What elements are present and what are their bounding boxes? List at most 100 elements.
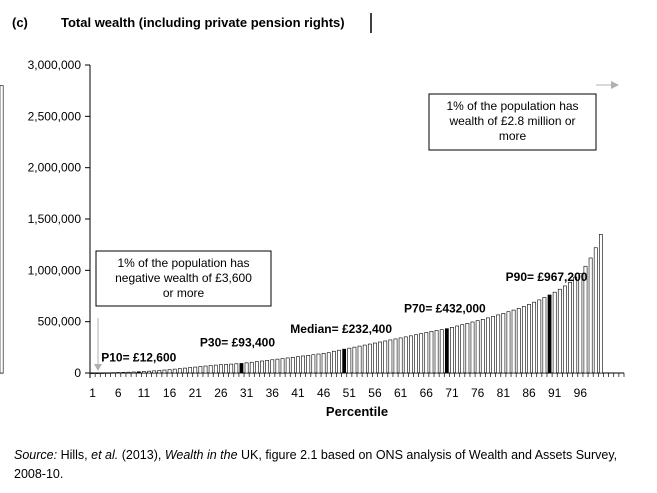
x-tick-label: 96 bbox=[574, 386, 588, 400]
bar-p37 bbox=[275, 358, 280, 374]
bar-p54 bbox=[362, 344, 367, 374]
bar-p96 bbox=[578, 273, 583, 374]
callout-text: negative wealth of £3,600 bbox=[115, 271, 252, 285]
bar-p23 bbox=[203, 365, 208, 374]
bar-p1 bbox=[90, 372, 95, 374]
bar-p75 bbox=[470, 321, 475, 374]
bar-p58 bbox=[383, 340, 388, 374]
callout-text: or more bbox=[163, 286, 205, 300]
x-tick-label: 61 bbox=[394, 386, 408, 400]
x-tick-label: 31 bbox=[240, 386, 254, 400]
bar-p93 bbox=[563, 285, 567, 374]
bar-p25 bbox=[213, 364, 218, 374]
source-note: Source: Hills, et al. (2013), Wealth in … bbox=[14, 446, 634, 484]
bar-p8 bbox=[126, 371, 131, 374]
x-axis-title: Percentile bbox=[326, 404, 388, 419]
y-tick-label: 1,500,000 bbox=[28, 212, 82, 226]
x-tick-label: 11 bbox=[138, 386, 151, 400]
bar-p43 bbox=[306, 355, 311, 374]
y-axis: 0 500,000 1,000,000 1,500,000 2,000,000 2,500… bbox=[28, 58, 91, 380]
bar-p3 bbox=[100, 372, 105, 374]
bar-p38 bbox=[280, 358, 285, 374]
source-rest: UK, figure 2.1 based on ONS analysis of … bbox=[14, 448, 618, 481]
source-label: Source: bbox=[14, 448, 58, 462]
bar-p34 bbox=[260, 360, 264, 374]
bar-p53 bbox=[357, 345, 362, 374]
x-tick-label: 56 bbox=[368, 386, 382, 400]
x-tick-label: 86 bbox=[522, 386, 536, 400]
bar-p67 bbox=[429, 331, 434, 374]
bar-p66 bbox=[424, 332, 429, 374]
bar-p41 bbox=[296, 356, 300, 374]
callout-box bbox=[95, 250, 272, 307]
bar-p4 bbox=[106, 372, 110, 374]
bar-pundefined bbox=[0, 85, 4, 374]
bar-p35 bbox=[265, 360, 270, 374]
x-tick-label: 51 bbox=[343, 386, 357, 400]
bar-p22 bbox=[198, 366, 203, 374]
bar-p7 bbox=[121, 372, 126, 374]
callout-text: 1% of the population has bbox=[446, 99, 578, 113]
bar-p52 bbox=[352, 346, 357, 374]
bar-p48 bbox=[331, 350, 336, 374]
bar-p50 bbox=[342, 348, 347, 374]
x-tick-label: 71 bbox=[445, 386, 459, 400]
bar-p62 bbox=[403, 336, 408, 374]
bar-p79 bbox=[491, 316, 495, 374]
callout-text: 1% of the population has bbox=[117, 256, 249, 270]
bar-p84 bbox=[516, 308, 521, 374]
y-tick-label: 2,000,000 bbox=[28, 161, 82, 175]
bar-p47 bbox=[326, 352, 331, 374]
annotation-label: Median= £232,400 bbox=[290, 322, 392, 336]
bar-p71 bbox=[450, 327, 454, 374]
bar-p32 bbox=[249, 361, 254, 374]
callout-text: more bbox=[499, 129, 527, 143]
bar-p97 bbox=[583, 265, 588, 374]
x-tick-label: 66 bbox=[420, 386, 434, 400]
bars bbox=[0, 85, 603, 374]
bar-p73 bbox=[460, 324, 465, 374]
x-tick-label: 26 bbox=[214, 386, 228, 400]
annotation-label: P10= £12,600 bbox=[101, 351, 176, 365]
bar-p26 bbox=[219, 364, 223, 374]
bar-p14 bbox=[157, 370, 162, 374]
bar-p85 bbox=[521, 306, 526, 374]
bar-p88 bbox=[537, 299, 542, 374]
bar-p42 bbox=[301, 355, 305, 374]
bar-p63 bbox=[409, 335, 413, 374]
y-tick-label: 1,000,000 bbox=[28, 263, 82, 277]
bar-p9 bbox=[131, 371, 136, 374]
annotation-label: P90= £967,200 bbox=[506, 270, 588, 284]
callout-arrowhead bbox=[94, 364, 102, 371]
bar-p80 bbox=[496, 314, 501, 374]
bar-p44 bbox=[311, 354, 316, 374]
annotation-label: P70= £432,000 bbox=[404, 302, 486, 316]
bar-p39 bbox=[285, 357, 290, 374]
bar-p59 bbox=[388, 339, 393, 374]
bar-p56 bbox=[373, 342, 377, 374]
annotations: P10= £12,600 P30= £93,400 Median= £232,400… bbox=[101, 270, 588, 365]
source-year: (2013), bbox=[118, 448, 165, 462]
bar-p99 bbox=[593, 247, 598, 374]
x-tick-label: 36 bbox=[266, 386, 280, 400]
bar-p65 bbox=[419, 333, 424, 374]
bar-p60 bbox=[393, 338, 398, 374]
x-tick-label: 76 bbox=[471, 386, 485, 400]
bar-p13 bbox=[152, 370, 157, 374]
bar-p2 bbox=[95, 372, 100, 374]
bar-p21 bbox=[193, 366, 198, 374]
bar-p17 bbox=[172, 368, 177, 374]
bar-p31 bbox=[244, 362, 249, 374]
bar-p61 bbox=[398, 337, 403, 374]
bar-p15 bbox=[162, 369, 167, 374]
source-authors: Hills, bbox=[60, 448, 92, 462]
bar-p11 bbox=[142, 371, 146, 374]
bar-p57 bbox=[378, 341, 382, 374]
bar-p76 bbox=[475, 320, 480, 374]
bar-p12 bbox=[147, 370, 151, 374]
bar-p16 bbox=[167, 369, 172, 374]
bar-p28 bbox=[229, 363, 234, 374]
bar-p81 bbox=[501, 313, 506, 374]
